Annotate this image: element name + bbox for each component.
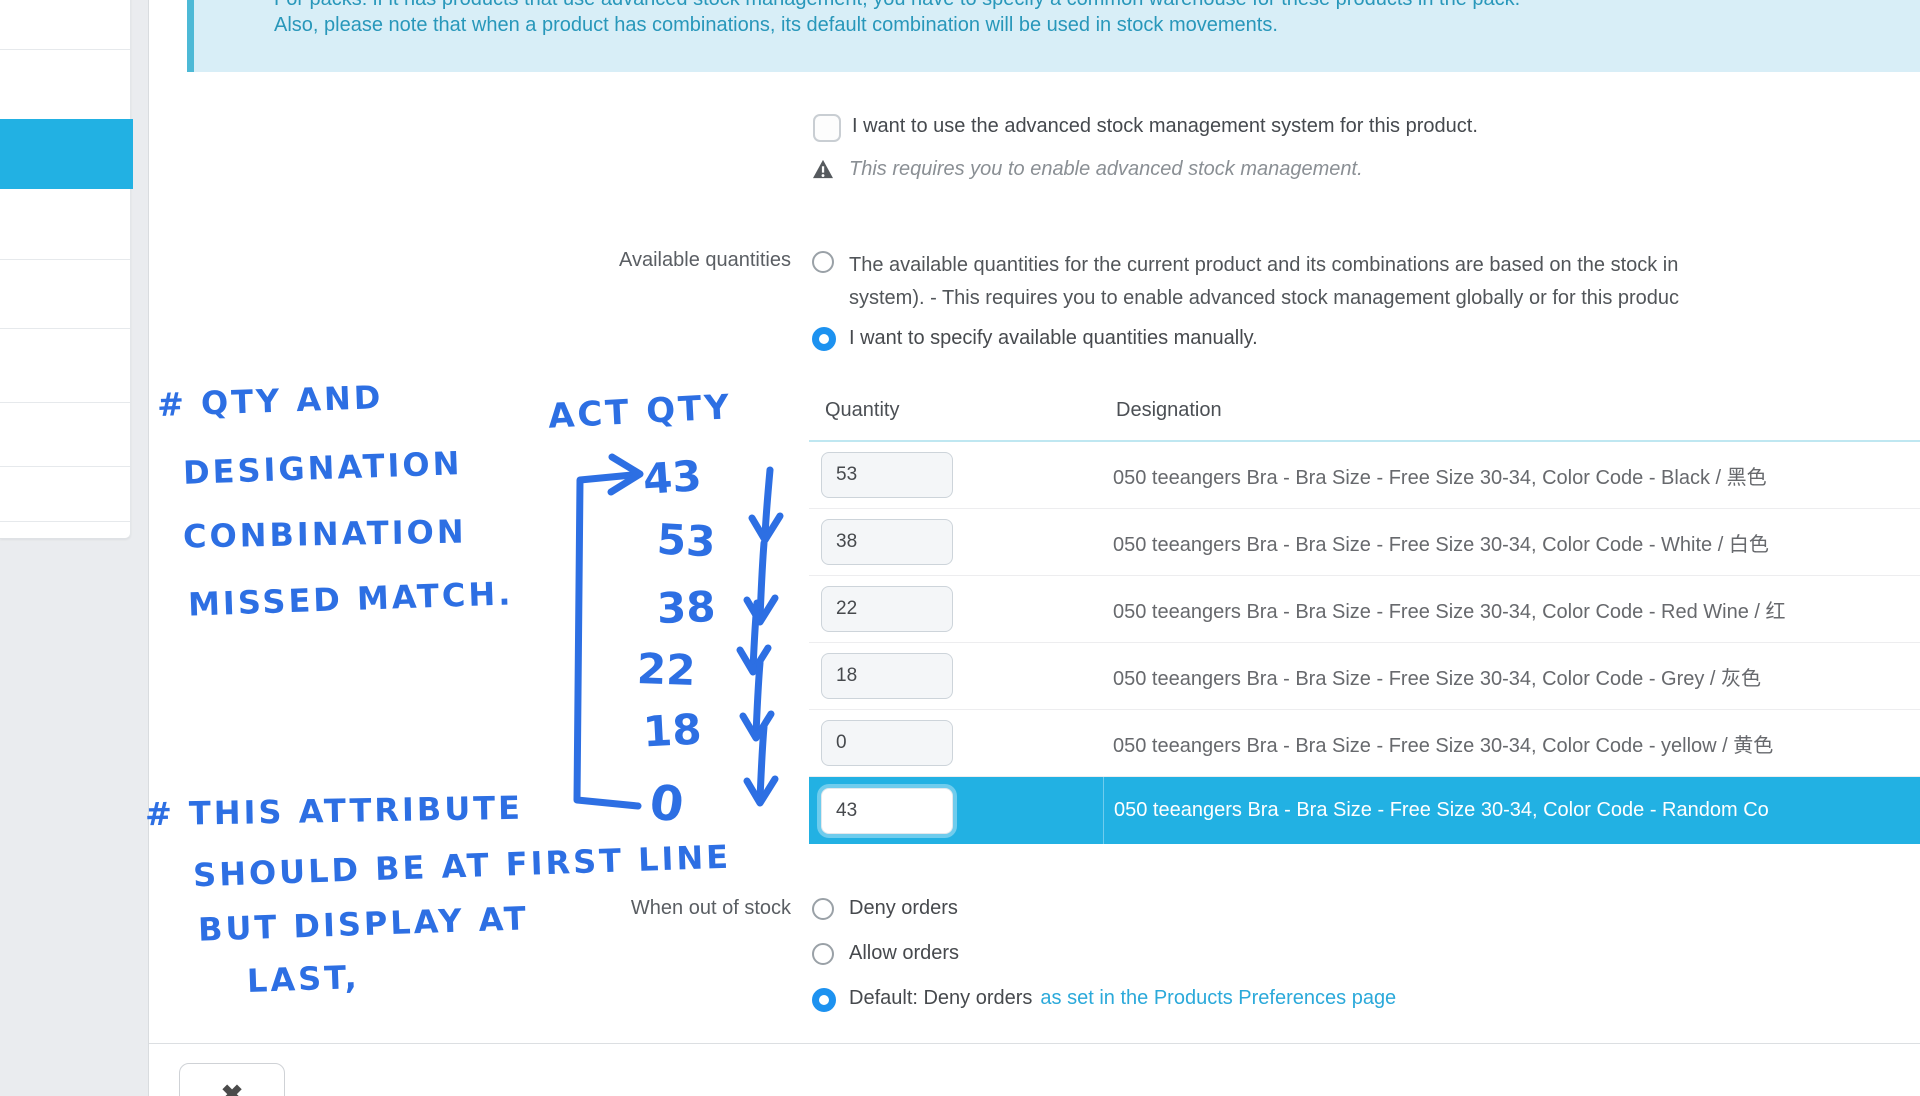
- designation-text: 050 teeangers Bra - Bra Size - Free Size…: [1113, 533, 1769, 556]
- annotation-qty-value: 43: [641, 451, 704, 504]
- close-icon: ✖: [220, 1080, 244, 1096]
- quantities-auto-radio[interactable]: [812, 251, 834, 273]
- warning-icon: [812, 159, 834, 179]
- quantities-manual-radio[interactable]: [812, 327, 836, 351]
- table-header-underline: [809, 440, 1920, 442]
- designation-text: 050 teeangers Bra - Bra Size - Free Size…: [1113, 667, 1762, 690]
- sidebar-nav: [0, 0, 131, 539]
- table-row: 050 teeangers Bra - Bra Size - Free Size…: [809, 576, 1920, 643]
- annotation-note-qty-line1: # QTY AND: [156, 378, 385, 424]
- annotation-note-attr-line4: LAST,: [246, 958, 361, 1000]
- designation-text: 050 teeangers Bra - Bra Size - Free Size…: [1114, 799, 1769, 821]
- advanced-stock-label[interactable]: I want to use the advanced stock managem…: [852, 115, 1478, 137]
- main-content: For packs: if it has products that use a…: [148, 0, 1920, 1096]
- quantity-input[interactable]: [821, 586, 953, 632]
- quantities-manual-label[interactable]: I want to specify available quantities m…: [849, 327, 1258, 349]
- table-row: 050 teeangers Bra - Bra Size - Free Size…: [809, 509, 1920, 576]
- quantity-input[interactable]: [821, 720, 953, 766]
- annotation-qty-value: 38: [656, 581, 717, 634]
- quantities-auto-line-2: system). - This requires you to enable a…: [849, 287, 1680, 309]
- advanced-stock-warning: This requires you to enable advanced sto…: [849, 158, 1363, 180]
- table-row: 050 teeangers Bra - Bra Size - Free Size…: [809, 710, 1920, 777]
- default-deny-orders-label[interactable]: Default: Deny orders as set in the Produc…: [849, 987, 1396, 1010]
- allow-orders-label[interactable]: Allow orders: [849, 942, 960, 964]
- allow-orders-radio[interactable]: [812, 943, 834, 965]
- out-of-stock-label: When out of stock: [630, 897, 791, 919]
- annotation-qty-value: 18: [641, 704, 703, 757]
- column-header-designation: Designation: [1116, 399, 1222, 421]
- products-preferences-link[interactable]: as set in the Products Preferences page: [1040, 987, 1397, 1009]
- quantity-cell: [809, 653, 1103, 699]
- table-row: 050 teeangers Bra - Bra Size - Free Size…: [809, 643, 1920, 710]
- available-quantities-label: Available quantities: [619, 249, 791, 271]
- table-row: 050 teeangers Bra - Bra Size - Free Size…: [809, 442, 1920, 509]
- annotation-note-qty-line3: CONBINATION: [182, 512, 467, 556]
- quantity-input[interactable]: [821, 787, 953, 834]
- table-row-highlighted: 050 teeangers Bra - Bra Size - Free Size…: [809, 777, 1920, 844]
- sidebar-item-active[interactable]: [0, 119, 133, 189]
- sidebar-divider: [0, 49, 130, 50]
- quantity-input[interactable]: [821, 653, 953, 699]
- quantities-auto-line-1: The available quantities for the current…: [849, 254, 1679, 276]
- cancel-button[interactable]: ✖: [179, 1063, 285, 1096]
- alert-line-2: Also, please note that when a product ha…: [274, 14, 1278, 36]
- footer-divider: [149, 1043, 1920, 1044]
- sidebar-divider: [0, 259, 130, 260]
- alert-line-1: For packs: if it has products that use a…: [274, 0, 1920, 12]
- quantity-input[interactable]: [821, 452, 953, 498]
- default-deny-orders-radio[interactable]: [812, 988, 836, 1012]
- sidebar-divider: [0, 466, 130, 467]
- designation-text: 050 teeangers Bra - Bra Size - Free Size…: [1113, 734, 1774, 757]
- quantity-cell: [809, 586, 1103, 632]
- quantity-cell: [809, 452, 1103, 498]
- info-alert: For packs: if it has products that use a…: [187, 0, 1920, 72]
- sidebar-divider: [0, 521, 130, 522]
- sidebar-divider: [0, 402, 130, 403]
- quantities-auto-label[interactable]: The available quantities for the current…: [849, 249, 1679, 315]
- deny-orders-label[interactable]: Deny orders: [849, 897, 958, 919]
- column-header-quantity: Quantity: [825, 399, 900, 421]
- quantity-cell: [809, 720, 1103, 766]
- annotation-qty-value: 22: [636, 643, 697, 696]
- default-deny-orders-text: Default: Deny orders: [849, 987, 1033, 1009]
- deny-orders-radio[interactable]: [812, 898, 834, 920]
- designation-text: 050 teeangers Bra - Bra Size - Free Size…: [1113, 466, 1767, 489]
- quantity-cell: [809, 777, 1104, 844]
- designation-text: 050 teeangers Bra - Bra Size - Free Size…: [1113, 600, 1786, 623]
- quantity-cell: [809, 519, 1103, 565]
- advanced-stock-checkbox[interactable]: [813, 114, 841, 142]
- sidebar-divider: [0, 328, 130, 329]
- annotation-qty-value: 53: [655, 514, 717, 567]
- quantity-input[interactable]: [821, 519, 953, 565]
- annotation-note-attr-line1: # THIS ATTRIBUTE: [144, 788, 524, 834]
